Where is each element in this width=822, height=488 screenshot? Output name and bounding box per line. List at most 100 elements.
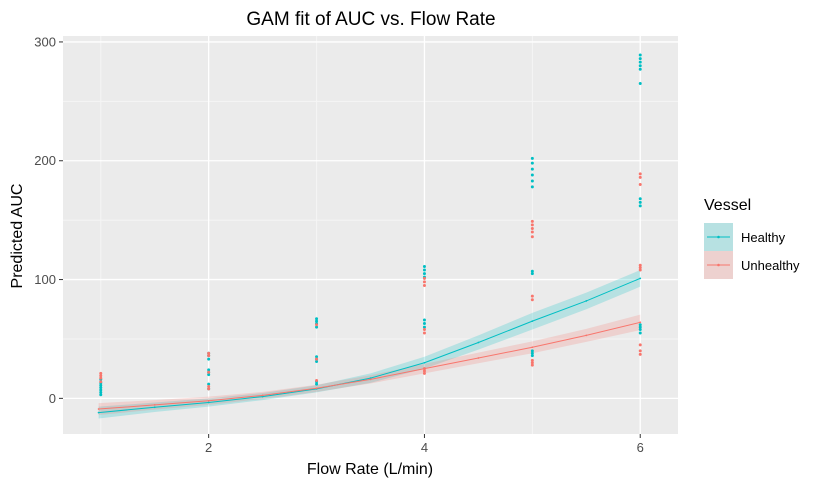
data-point-healthy [315, 317, 319, 321]
data-point-healthy [422, 268, 426, 272]
data-point-unhealthy [530, 294, 534, 298]
y-tick-label: 200 [34, 153, 56, 168]
fit-point-healthy [639, 277, 642, 280]
data-point-unhealthy [207, 384, 211, 388]
data-point-unhealthy [638, 263, 642, 267]
data-point-unhealthy [530, 223, 534, 227]
data-point-unhealthy [638, 352, 642, 356]
data-point-unhealthy [315, 357, 319, 361]
axis-ticks: 2 4 6 0 100 200 300 [34, 34, 644, 455]
legend-title: Vessel [704, 197, 751, 214]
data-point-healthy [99, 388, 103, 392]
fit-point-unhealthy [531, 346, 534, 349]
data-point-healthy [530, 351, 534, 355]
grid-lines [63, 36, 678, 434]
data-point-healthy [638, 64, 642, 68]
data-point-unhealthy [99, 380, 103, 384]
data-point-healthy [530, 179, 534, 183]
fit-point-unhealthy [639, 321, 642, 324]
data-point-unhealthy [530, 358, 534, 362]
data-point-unhealthy [422, 367, 426, 371]
data-point-unhealthy [315, 323, 319, 327]
plot-panel [63, 36, 678, 434]
data-point-healthy [638, 53, 642, 57]
fit-point-unhealthy [477, 357, 480, 359]
data-point-unhealthy [99, 376, 103, 380]
data-point-healthy [638, 323, 642, 327]
y-axis-title: Predicted AUC [9, 184, 26, 289]
fit-point-healthy [477, 341, 480, 344]
data-point-healthy [638, 327, 642, 331]
fit-lines [97, 277, 642, 414]
fit-point-unhealthy [585, 334, 588, 337]
data-point-unhealthy [530, 298, 534, 302]
fit-point-healthy [585, 300, 588, 302]
legend-label-unhealthy: Unhealthy [741, 258, 800, 273]
legend-key-point-unhealthy [717, 263, 720, 267]
y-tick-label: 300 [34, 34, 56, 49]
data-point-unhealthy [422, 283, 426, 287]
x-tick-label: 4 [421, 440, 428, 455]
data-point-healthy [530, 272, 534, 276]
x-axis-title: Flow Rate (L/min) [307, 461, 433, 478]
data-point-healthy [530, 167, 534, 171]
y-tick-label: 0 [49, 391, 56, 406]
data-point-unhealthy [422, 327, 426, 331]
data-point-unhealthy [207, 354, 211, 358]
data-point-healthy [207, 373, 211, 377]
data-point-unhealthy [422, 276, 426, 280]
data-point-healthy [422, 325, 426, 329]
data-point-healthy [638, 57, 642, 61]
legend-key-point-healthy [717, 235, 720, 239]
data-point-healthy [422, 264, 426, 268]
data-point-unhealthy [422, 280, 426, 284]
data-point-healthy [315, 355, 319, 359]
data-point-healthy [99, 383, 103, 387]
data-point-healthy [638, 325, 642, 329]
data-point-unhealthy [315, 379, 319, 383]
data-point-healthy [638, 67, 642, 71]
data-point-unhealthy [530, 226, 534, 230]
data-point-healthy [638, 60, 642, 64]
fit-point-unhealthy [97, 408, 100, 410]
fit-point-healthy [423, 361, 426, 364]
chart-title: GAM fit of AUC vs. Flow Rate [246, 9, 495, 30]
data-point-healthy [422, 322, 426, 326]
data-point-unhealthy [207, 351, 211, 355]
data-point-unhealthy [422, 369, 426, 373]
data-point-healthy [638, 331, 642, 335]
y-tick-label: 100 [34, 272, 56, 287]
data-point-healthy [638, 197, 642, 201]
data-point-healthy [530, 185, 534, 189]
data-point-healthy [315, 382, 319, 386]
legend: Vessel Healthy Unhealthy [704, 197, 800, 279]
legend-label-healthy: Healthy [741, 230, 786, 245]
data-point-healthy [638, 204, 642, 208]
data-point-healthy [530, 349, 534, 353]
data-point-healthy [638, 200, 642, 204]
data-point-unhealthy [99, 374, 103, 378]
data-point-healthy [530, 156, 534, 160]
data-point-unhealthy [99, 371, 103, 375]
data-point-unhealthy [638, 183, 642, 187]
data-point-unhealthy [207, 370, 211, 374]
legend-item-healthy: Healthy [704, 223, 786, 251]
fit-point-unhealthy [153, 403, 156, 406]
data-point-healthy [207, 357, 211, 361]
legend-item-unhealthy: Unhealthy [704, 251, 800, 279]
data-point-unhealthy [422, 371, 426, 375]
data-point-healthy [315, 360, 319, 364]
data-point-unhealthy [422, 331, 426, 335]
fit-point-healthy [97, 411, 100, 414]
fit-point-unhealthy [315, 387, 318, 390]
data-point-unhealthy [638, 343, 642, 347]
data-point-healthy [422, 318, 426, 322]
data-point-healthy [99, 386, 103, 390]
data-point-unhealthy [530, 230, 534, 234]
data-point-healthy [530, 354, 534, 358]
data-point-healthy [530, 173, 534, 177]
data-point-unhealthy [530, 363, 534, 367]
data-point-healthy [422, 272, 426, 276]
x-tick-label: 2 [205, 440, 212, 455]
